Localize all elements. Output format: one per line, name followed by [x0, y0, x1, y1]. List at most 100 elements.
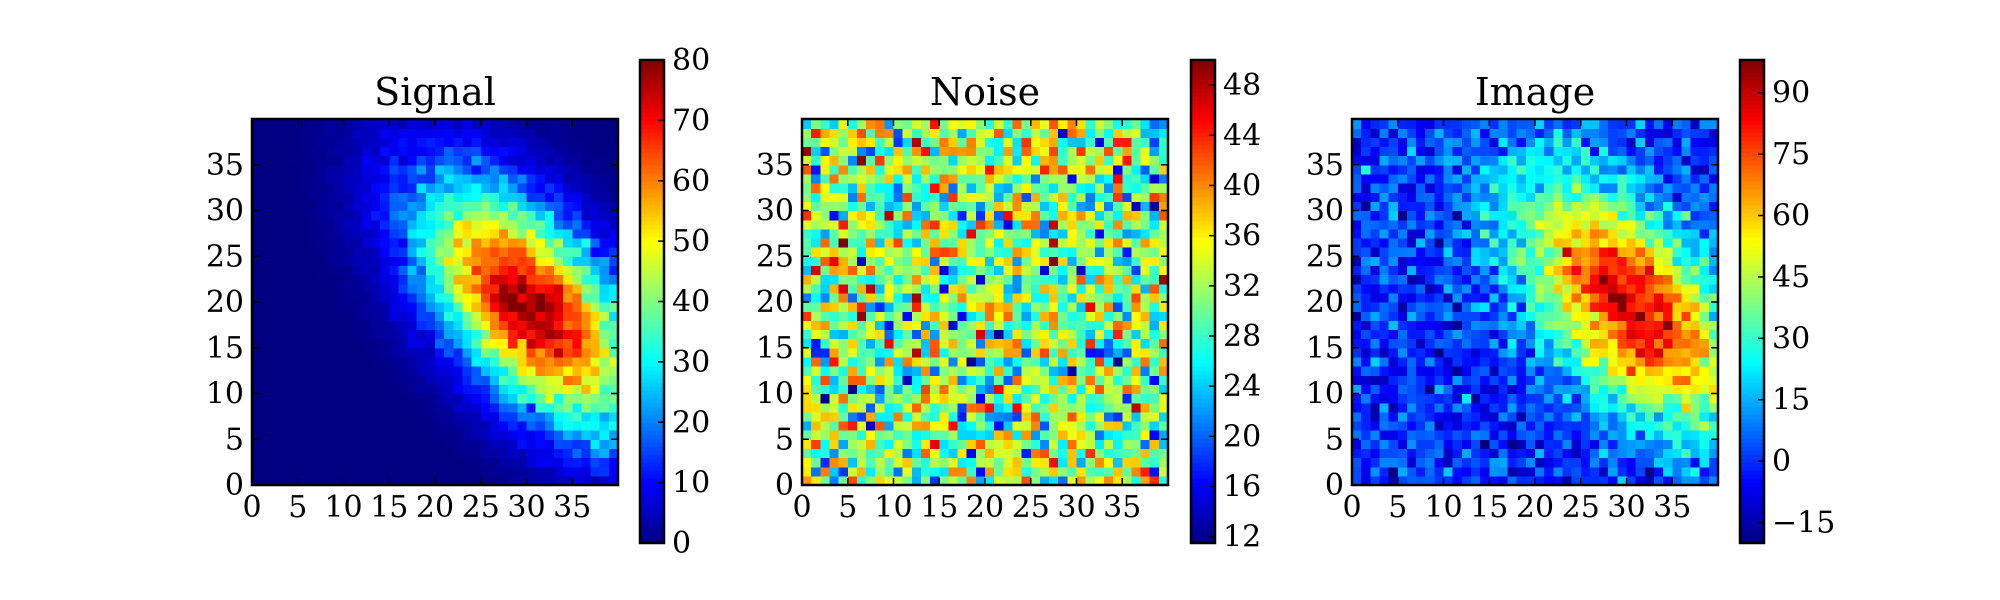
heatmap-cell: [994, 155, 1004, 166]
heatmap-cell: [1553, 173, 1564, 184]
heatmap-cell: [1021, 366, 1032, 376]
heatmap-cell: [1049, 256, 1059, 266]
heatmap-cell: [453, 164, 464, 175]
heatmap-cell: [829, 173, 840, 184]
colorbar-segment: [1191, 353, 1215, 359]
heatmap-cell: [1699, 411, 1710, 422]
heatmap-cell: [1030, 201, 1041, 212]
heatmap-cell: [829, 155, 840, 166]
heatmap-cell: [893, 164, 904, 175]
heatmap-cell: [489, 411, 500, 422]
heatmap-cell: [802, 439, 812, 449]
heatmap-cell: [1672, 356, 1682, 367]
heatmap-cell: [829, 356, 840, 367]
heatmap-cell: [1030, 430, 1041, 440]
heatmap-cell: [1690, 265, 1701, 276]
heatmap-cell: [1425, 210, 1435, 221]
heatmap-cell: [838, 155, 849, 166]
heatmap-cell: [1535, 338, 1545, 349]
heatmap-cell: [994, 402, 1004, 413]
heatmap-cell: [306, 338, 317, 349]
colorbar-segment: [640, 390, 664, 395]
heatmap-cell: [939, 155, 949, 166]
heatmap-cell: [1626, 356, 1637, 367]
heatmap-cell: [517, 430, 528, 440]
colorbar-segment: [640, 373, 664, 379]
heatmap-cell: [316, 192, 326, 202]
colorbar-segment: [1191, 168, 1215, 174]
heatmap-cell: [856, 347, 867, 358]
heatmap-cell: [608, 356, 619, 367]
heatmap-cell: [453, 237, 464, 248]
heatmap-cell: [1599, 192, 1609, 202]
heatmap-cell: [820, 430, 831, 440]
heatmap-cell: [829, 320, 840, 331]
heatmap-cell: [1681, 256, 1692, 266]
heatmap-cell: [856, 119, 867, 129]
heatmap-cell: [581, 411, 592, 422]
heatmap-cell: [1699, 402, 1710, 413]
heatmap-cell: [939, 219, 949, 230]
heatmap-cell: [471, 228, 482, 239]
heatmap-cell: [1461, 292, 1472, 303]
heatmap-cell: [1690, 210, 1701, 221]
heatmap-cell: [1149, 173, 1160, 184]
heatmap-cell: [316, 237, 326, 248]
heatmap-cell: [1388, 274, 1399, 285]
heatmap-cell: [1562, 237, 1573, 248]
heatmap-cell: [453, 274, 464, 285]
heatmap-cell: [1434, 155, 1445, 166]
heatmap-cell: [526, 173, 537, 184]
heatmap-cell: [1361, 411, 1371, 422]
heatmap-cell: [1672, 393, 1682, 404]
heatmap-cell: [875, 265, 885, 276]
heatmap-cell: [563, 384, 573, 395]
heatmap-cell: [1516, 210, 1527, 221]
heatmap-cell: [1516, 311, 1527, 321]
heatmap-cell: [517, 228, 528, 239]
heatmap-cell: [1361, 274, 1371, 285]
heatmap-cell: [1094, 256, 1105, 266]
heatmap-cell: [553, 146, 564, 157]
heatmap-cell: [1580, 329, 1591, 340]
heatmap-cell: [581, 475, 592, 486]
heatmap-cell: [261, 146, 271, 157]
heatmap-cell: [802, 420, 812, 431]
heatmap-cell: [407, 393, 418, 404]
heatmap-cell: [453, 265, 464, 276]
heatmap-cell: [1562, 420, 1573, 431]
heatmap-cell: [1644, 201, 1655, 212]
heatmap-cell: [820, 192, 831, 202]
heatmap-cell: [261, 247, 271, 257]
heatmap-cell: [1379, 292, 1390, 303]
heatmap-cell: [1003, 247, 1014, 257]
heatmap-cell: [1525, 384, 1536, 395]
heatmap-cell: [1012, 411, 1023, 422]
heatmap-cell: [425, 256, 436, 266]
heatmap-cell: [1672, 320, 1682, 331]
heatmap-cell: [1076, 155, 1087, 166]
heatmap-cell: [1553, 228, 1564, 239]
heatmap-cell: [1608, 265, 1618, 276]
heatmap-cell: [517, 247, 528, 257]
heatmap-cell: [517, 210, 528, 221]
heatmap-cell: [1067, 384, 1078, 395]
heatmap-cell: [270, 292, 281, 303]
heatmap-cell: [1039, 311, 1050, 321]
heatmap-cell: [480, 164, 491, 175]
heatmap-cell: [1122, 192, 1132, 202]
heatmap-cell: [1039, 201, 1050, 212]
heatmap-cell: [1452, 219, 1463, 230]
heatmap-cell: [902, 247, 913, 257]
heatmap-cell: [1103, 329, 1114, 340]
heatmap-cell: [1434, 430, 1445, 440]
heatmap-cell: [352, 420, 363, 431]
heatmap-cell: [1361, 384, 1371, 395]
heatmap-cell: [553, 119, 564, 129]
colorbar-segment: [640, 534, 664, 540]
heatmap-cell: [480, 457, 491, 468]
heatmap-cell: [1039, 393, 1050, 404]
heatmap-cell: [370, 137, 381, 148]
heatmap-cell: [1103, 302, 1114, 312]
heatmap-cell: [1416, 311, 1426, 321]
